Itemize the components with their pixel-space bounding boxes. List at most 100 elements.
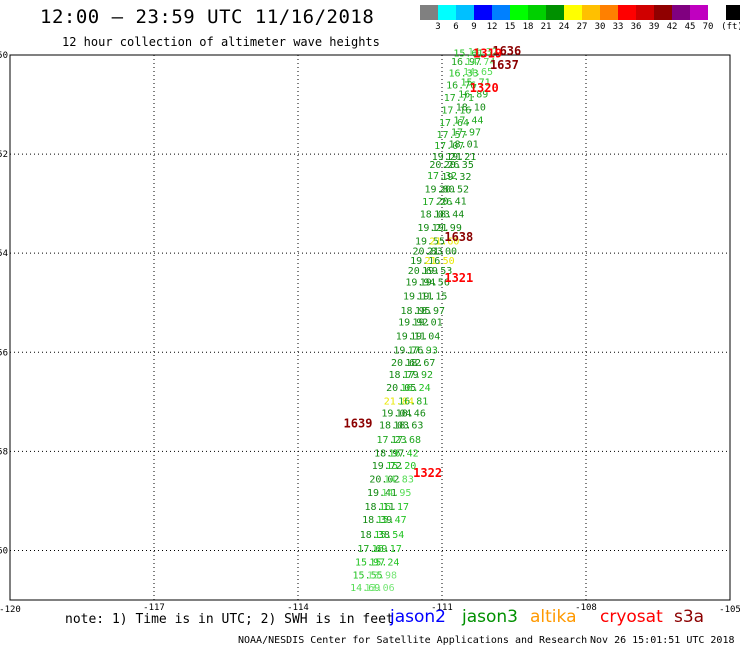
wave-height-value: 17.44 [453,115,483,126]
wave-height-value: 17.97 [451,127,481,138]
x-tick-label: -117 [143,603,165,613]
wave-height-value: 17.26 [422,197,452,208]
wave-height-value: 20.41 [437,197,467,208]
wave-height-value: 15.54 [374,530,404,541]
color-scale-label: 30 [594,22,606,32]
wave-height-value: 15.97 [355,557,385,568]
color-scale-label: 9 [471,22,477,32]
wave-height-value: 20.62 [391,358,421,369]
wave-height-value: 14.95 [381,488,411,499]
wave-height-value: 18.38 [360,530,390,541]
wave-height-value: 19.04 [381,409,411,420]
y-tick-label: -50 [0,51,8,61]
wave-height-value: 20.05 [386,383,416,394]
wave-height-value: 16.17 [379,502,409,513]
map-title: 12:00 – 23:59 UTC 11/16/2018 [40,6,375,28]
wave-height-value: 16.42 [389,448,419,459]
wave-height-value: 20.26 [429,160,459,171]
color-scale-label: 6 [453,22,459,32]
wave-height-value: 21.84 [384,396,414,407]
y-tick-label: -60 [0,546,8,556]
footer-note: note: 1) Time is in UTC; 2) SWH is in fe… [65,612,394,627]
wave-height-value: 16.97 [451,57,481,68]
wave-height-value: 21.60 [429,236,459,247]
wave-height-value: 19.41 [367,488,397,499]
satellite-altika: altika [530,607,577,627]
pass-number-label: 1321 [444,271,473,285]
y-tick-label: -52 [0,150,8,160]
wave-height-value: 17.69 [357,544,387,555]
wave-height-value: 19.80 [425,185,455,196]
wave-height-value: 18.46 [396,409,426,420]
color-swatch [510,5,528,20]
pass-number-label: 1319 [473,46,502,60]
wave-height-value: 17.32 [427,171,457,182]
wave-height-value: 18.44 [434,210,464,221]
wave-height-value: 15.61 [453,48,483,59]
color-swatch [636,5,654,20]
wave-height-value: 17.64 [439,118,469,129]
wave-height-value: 19.21 [446,152,476,163]
wave-height-value: 15.24 [369,557,399,568]
wave-height-value: 18.03 [379,421,409,432]
wave-height-value: 19.15 [417,291,447,302]
pass-number-label: 1637 [490,58,519,72]
map-frame [9,54,731,601]
satellite-jason2: jason2 [390,607,446,627]
wave-height-value: 19.16 [410,256,440,267]
wave-height-value: 21.50 [425,256,455,267]
wave-height-value: 16.24 [401,383,431,394]
x-tick-label: -114 [287,603,309,613]
color-scale-label: 3 [435,22,441,32]
color-scale-label: 12 [486,22,498,32]
wave-height-value: 18.67 [405,358,435,369]
wave-height-value: 17.93 [408,345,438,356]
wave-height-value: 19.56 [420,277,450,288]
color-scale-label: 42 [666,22,678,32]
wave-height-value: 19.11 [403,291,433,302]
wave-height-value: 17.71 [444,93,474,104]
pass-number-label: 1639 [344,417,373,431]
wave-height-value: 17.23 [377,435,407,446]
color-swatch [564,5,582,20]
wave-height-value: 20.83 [413,247,443,258]
y-axis-ticks: -50 -52 -54 -56 -58 -60 [0,51,8,556]
color-scale-label: 45 [684,22,696,32]
wave-height-value: 17.07 [434,141,464,152]
wave-height-value: 14.74 [465,57,495,68]
color-scale-label: 27 [576,22,588,32]
wave-height-value: 16.81 [398,396,428,407]
wave-height-value: 14.83 [384,475,414,486]
wave-height-value: 19.94 [405,277,435,288]
color-swatch [474,5,492,20]
wave-height-value: 16.17 [372,544,402,555]
color-swatch [582,5,600,20]
wave-height-value: 16.76 [446,81,476,92]
pass-number-label: 1638 [444,230,473,244]
map-subtitle: 12 hour collection of altimeter wave hei… [62,35,380,49]
color-scale-label: 15 [504,22,516,32]
wave-height-value: 17.68 [391,435,421,446]
wave-height-value: 20.02 [369,475,399,486]
wave-height-value: 18.11 [365,502,395,513]
color-swatch [492,5,510,20]
wave-height-value: 19.21 [432,152,462,163]
wave-height-value: 18.10 [456,102,486,113]
wave-height-value: 18.39 [362,515,392,526]
color-scale-label: 39 [648,22,660,32]
color-swatch [528,5,546,20]
wave-height-value: 19.72 [372,461,402,472]
wave-height-value: 14.65 [463,67,493,78]
pass-number-label: 1322 [413,466,442,480]
color-scale-label: 70 [702,22,714,32]
pass-number-label: 1636 [492,44,521,58]
wave-height-value: 16.89 [458,90,488,101]
color-swatch [600,5,618,20]
wave-height-value: 15.55 [353,571,383,582]
wave-height-value: 18.97 [374,448,404,459]
color-swatch [726,5,740,20]
wave-height-value: 19.01 [413,318,443,329]
